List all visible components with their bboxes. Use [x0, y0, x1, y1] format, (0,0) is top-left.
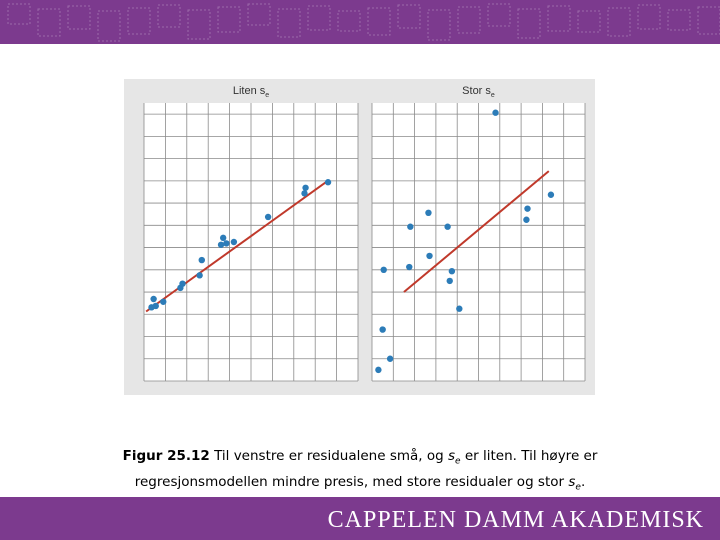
banner-decoration — [487, 3, 511, 27]
banner-decoration — [517, 8, 541, 39]
banner-decoration — [187, 9, 211, 40]
banner-decoration — [367, 7, 391, 36]
banner-decoration — [457, 6, 481, 34]
right-data-point — [407, 223, 414, 230]
publisher-logo: CAPPELEN DAMM AKADEMISK — [327, 507, 704, 533]
caption-symbol-s-2: s — [568, 473, 576, 490]
left-plot-title: Liten se — [233, 85, 269, 99]
banner-decoration — [607, 7, 631, 37]
banner-decoration — [247, 3, 271, 26]
left-data-point — [196, 272, 203, 279]
right-data-point — [448, 267, 456, 275]
caption-end: . — [580, 473, 586, 490]
caption-label: Figur 25.12 — [122, 448, 210, 464]
right-data-point — [379, 326, 386, 333]
banner-decoration — [127, 7, 151, 35]
left-data-point — [230, 238, 238, 246]
left-data-point — [324, 179, 332, 186]
right-data-point — [547, 191, 555, 198]
bottom-banner: CAPPELEN DAMM AKADEMISK — [0, 497, 720, 540]
right-data-point — [492, 109, 499, 116]
banner-pattern — [7, 3, 720, 42]
right-plot-title: Stor se — [462, 85, 495, 99]
right-regression-line — [403, 170, 550, 293]
left-data-point — [217, 241, 225, 248]
caption-text-2: er liten. Til høyre er regresjonsmodelle… — [134, 448, 598, 490]
banner-decoration — [547, 5, 571, 32]
caption-subscript-1: e — [455, 456, 461, 467]
banner-decoration — [157, 4, 181, 28]
banner-decoration — [277, 8, 301, 38]
banner-decoration — [97, 10, 121, 42]
right-data-point — [444, 223, 451, 230]
banner-decoration — [37, 8, 61, 37]
caption-subscript-2: e — [575, 482, 581, 493]
banner-decoration — [337, 10, 361, 32]
banner-decoration — [667, 9, 691, 31]
banner-decoration — [7, 3, 31, 25]
right-data-point — [406, 263, 413, 271]
right-data-point — [375, 366, 382, 374]
left-data-point — [179, 280, 186, 287]
left-data-point — [152, 302, 159, 310]
right-data-point — [523, 216, 530, 223]
scatter-figure: Liten se Stor se — [143, 85, 586, 382]
right-data-point — [456, 305, 463, 312]
right-data-point — [524, 205, 531, 212]
left-data-point — [264, 213, 272, 221]
caption-text-1: Til venstre er residualene små, og — [209, 448, 448, 464]
right-data-point — [446, 277, 453, 285]
left-data-point — [150, 295, 157, 303]
right-data-point — [386, 355, 394, 362]
left-regression-line — [145, 181, 327, 313]
banner-decoration — [637, 4, 661, 30]
banner-decoration — [697, 6, 720, 35]
right-data-point — [380, 266, 387, 273]
left-data-point — [219, 234, 227, 242]
figure-caption: Figur 25.12 Til venstre er residualene s… — [100, 446, 620, 497]
left-data-point — [223, 240, 230, 247]
figure-panel: Liten se Stor se — [124, 79, 595, 395]
left-data-point — [160, 298, 167, 305]
banner-decoration — [577, 10, 601, 33]
left-data-point — [301, 190, 308, 197]
right-data-point — [426, 252, 433, 260]
top-banner — [0, 0, 720, 44]
banner-decoration — [217, 6, 241, 33]
banner-decoration — [67, 5, 91, 30]
banner-decoration — [427, 9, 451, 41]
left-data-point — [302, 184, 309, 191]
caption-symbol-s-1: s — [447, 448, 456, 464]
banner-decoration — [307, 5, 331, 31]
banner-decoration — [397, 4, 421, 29]
right-data-point — [425, 209, 432, 217]
left-data-point — [198, 256, 205, 264]
